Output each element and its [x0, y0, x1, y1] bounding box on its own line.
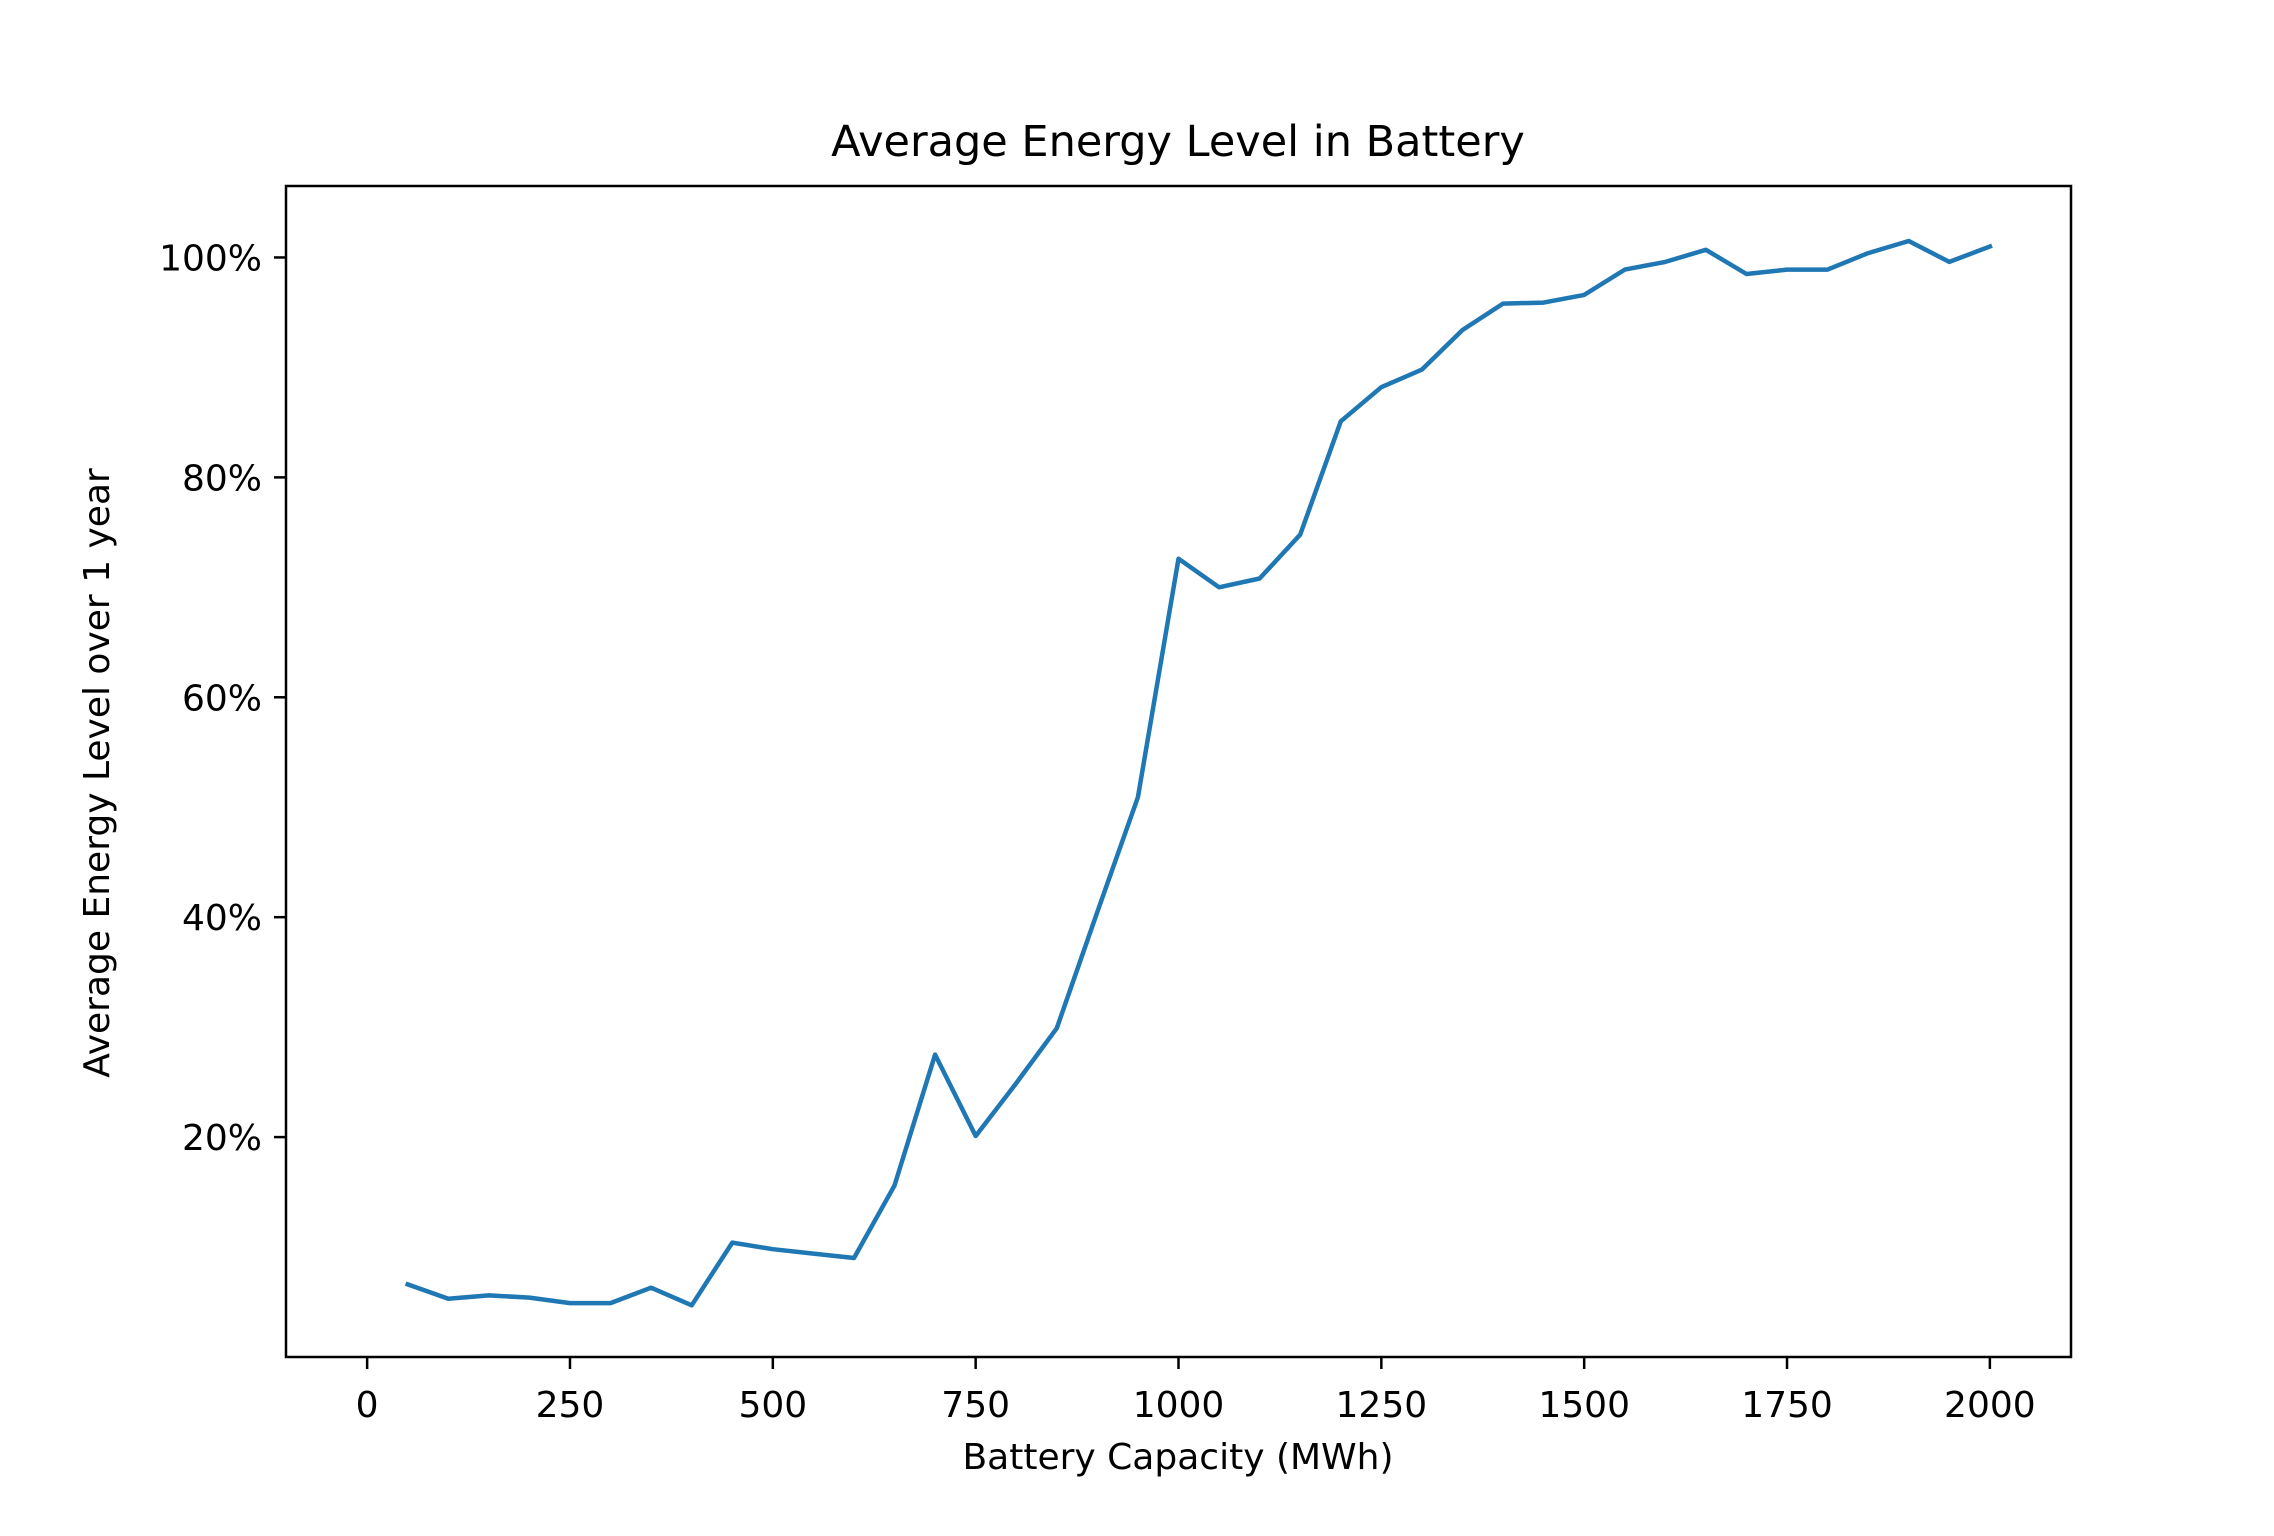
y-tick-label: 100%	[159, 238, 262, 279]
x-tick-label: 1500	[1538, 1385, 1630, 1426]
x-tick-label: 500	[738, 1385, 807, 1426]
plot-layer: 0 250 500 750 1000 1250 1500 1750 2000 20% 40% 60% 8…	[159, 184, 2073, 1426]
y-axis-label: Average Energy Level over 1 year	[77, 468, 118, 1078]
x-axis-label: Battery Capacity (MWh)	[962, 1437, 1393, 1478]
x-tick-label: 750	[941, 1385, 1010, 1426]
data-series-line	[404, 238, 1993, 1308]
plot-frame	[284, 184, 2073, 1359]
x-tick-label: 1250	[1336, 1385, 1428, 1426]
y-tick-label: 80%	[182, 458, 262, 499]
x-tick-label: 1750	[1741, 1385, 1833, 1426]
x-tick-label: 0	[356, 1385, 379, 1426]
y-tick-label: 40%	[182, 898, 262, 939]
x-tick-label: 2000	[1944, 1385, 2036, 1426]
y-tick-label: 20%	[182, 1118, 262, 1159]
x-tick-label: 250	[536, 1385, 605, 1426]
y-tick-label: 60%	[182, 678, 262, 719]
chart-title: Average Energy Level in Battery	[831, 117, 1525, 167]
x-tick-label: 1000	[1133, 1385, 1225, 1426]
